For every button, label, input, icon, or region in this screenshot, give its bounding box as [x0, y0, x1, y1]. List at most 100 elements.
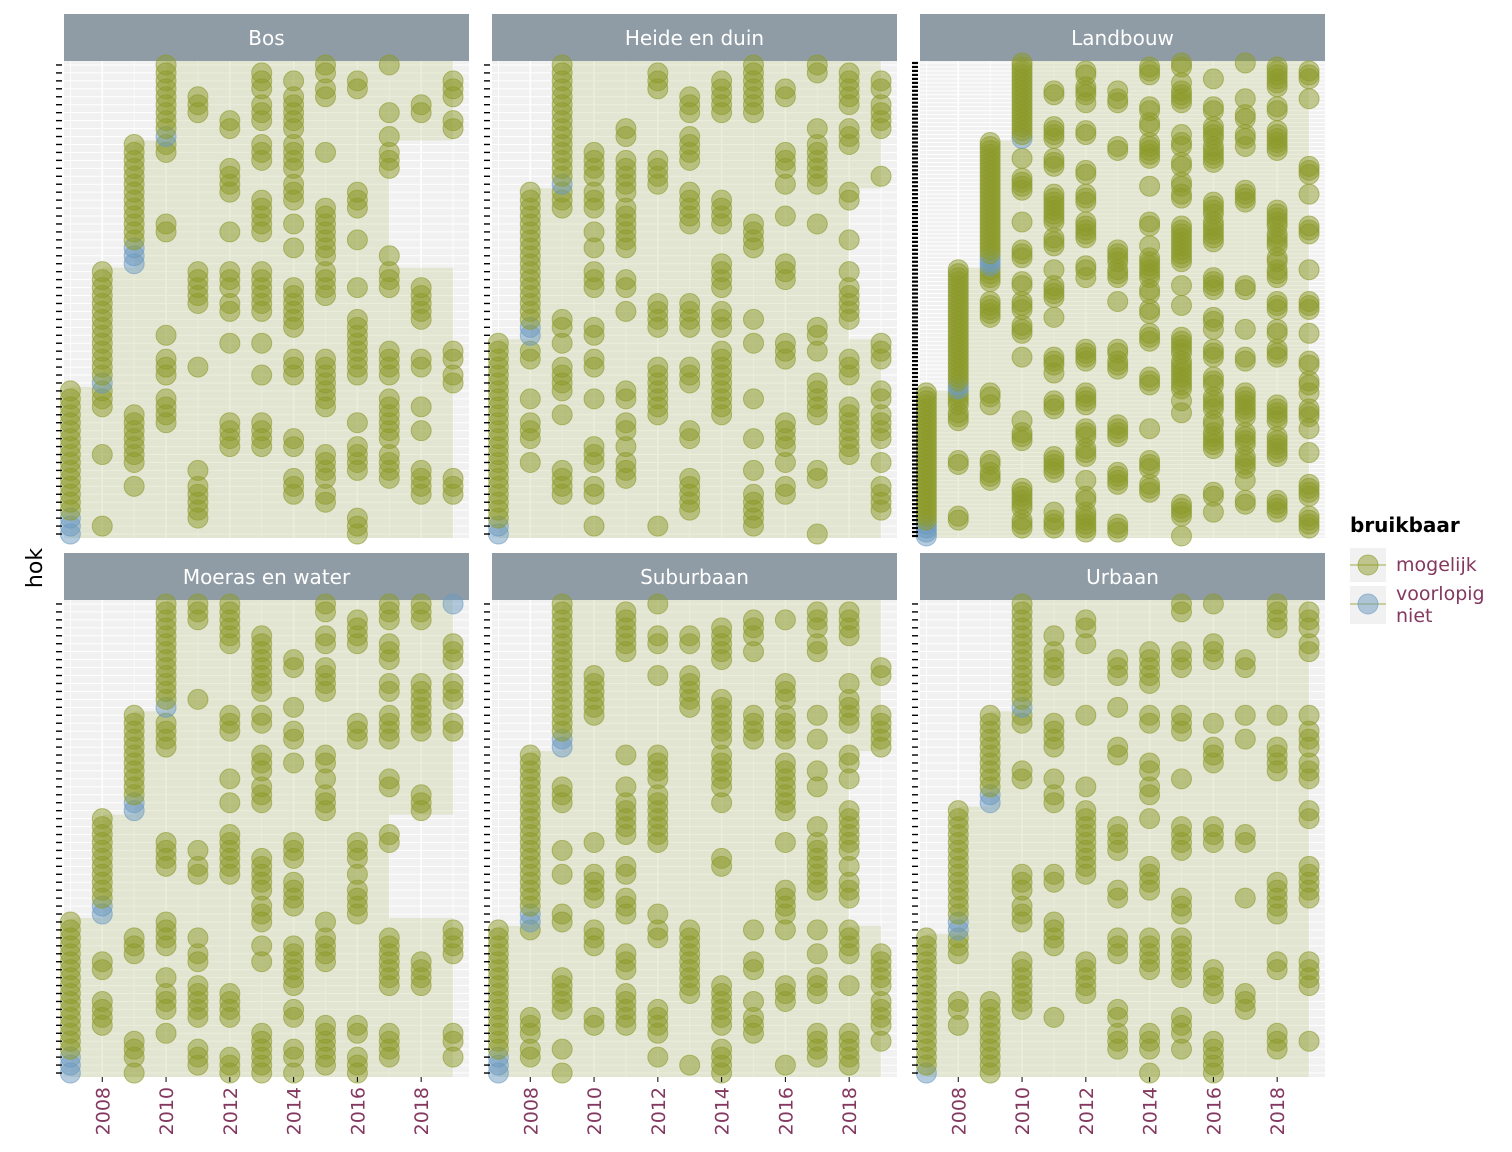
point-mogelijk: [283, 86, 305, 108]
point-mogelijk: [314, 927, 336, 949]
point-mogelijk: [806, 816, 828, 838]
point-mogelijk: [1202, 374, 1224, 396]
point-mogelijk: [1011, 211, 1033, 233]
point-mogelijk: [1170, 183, 1192, 205]
cohort-band: [102, 814, 390, 918]
point-mogelijk: [410, 277, 432, 299]
point-mogelijk: [838, 62, 860, 84]
point-mogelijk: [187, 983, 209, 1005]
point-mogelijk: [742, 332, 764, 354]
point-mogelijk: [442, 712, 464, 734]
legend-label-voorlopig-niet: voorlopig niet: [1396, 583, 1491, 627]
point-mogelijk: [806, 213, 828, 235]
x-tick-label: 2014: [712, 1087, 734, 1135]
point-mogelijk: [1139, 752, 1161, 774]
point-mogelijk: [679, 94, 701, 116]
point-mogelijk: [1139, 943, 1161, 965]
point-mogelijk: [679, 292, 701, 314]
point-mogelijk: [251, 1062, 273, 1084]
point-mogelijk: [442, 1022, 464, 1044]
facet-title: Heide en duin: [625, 26, 764, 50]
point-mogelijk: [251, 189, 273, 211]
point-mogelijk: [283, 696, 305, 718]
point-mogelijk: [615, 1014, 637, 1036]
point-mogelijk: [442, 340, 464, 362]
point-mogelijk: [219, 792, 241, 814]
point-mogelijk: [870, 70, 892, 92]
point-mogelijk: [1298, 259, 1320, 281]
facet-strip: [920, 553, 1325, 600]
point-mogelijk: [1202, 593, 1224, 615]
point-mogelijk: [346, 1014, 368, 1036]
point-mogelijk: [1139, 235, 1161, 257]
point-mogelijk: [774, 879, 796, 901]
point-mogelijk: [1075, 159, 1097, 181]
point-mogelijk: [774, 784, 796, 806]
point-mogelijk: [583, 475, 605, 497]
point-mogelijk: [551, 1038, 573, 1060]
point-mogelijk: [870, 165, 892, 187]
x-tick-label: 2014: [1140, 1087, 1162, 1135]
point-mogelijk: [806, 633, 828, 655]
facet-urbaan: Urbaan 2008 2010 2012 2014 2016 2018: [912, 553, 1325, 1135]
point-mogelijk: [519, 1006, 541, 1028]
point-mogelijk: [838, 601, 860, 623]
point-mogelijk: [1107, 879, 1129, 901]
point-mogelijk: [410, 672, 432, 694]
point-mogelijk: [711, 792, 733, 814]
point-mogelijk: [1234, 489, 1256, 511]
x-tick-label: 2010: [584, 1087, 606, 1135]
point-mogelijk: [1298, 951, 1320, 973]
x-tick-label: 2014: [284, 1087, 306, 1135]
point-mogelijk: [1266, 394, 1288, 416]
point-mogelijk: [1139, 712, 1161, 734]
point-mogelijk: [1170, 215, 1192, 237]
x-tick-label: 2016: [347, 1087, 369, 1135]
point-mogelijk: [774, 672, 796, 694]
point-mogelijk: [442, 672, 464, 694]
point-mogelijk: [711, 688, 733, 710]
point-mogelijk: [679, 356, 701, 378]
point-mogelijk: [187, 507, 209, 529]
point-mogelijk: [1075, 338, 1097, 360]
point-mogelijk: [615, 451, 637, 473]
point-mogelijk: [410, 609, 432, 631]
point-mogelijk: [91, 515, 113, 537]
point-mogelijk: [314, 444, 336, 466]
point-mogelijk: [251, 847, 273, 869]
point-mogelijk: [1075, 418, 1097, 440]
point-mogelijk: [551, 863, 573, 885]
point-mogelijk: [679, 625, 701, 647]
point-mogelijk: [774, 1054, 796, 1076]
facet-title: Landbouw: [1071, 26, 1174, 50]
point-mogelijk: [915, 927, 937, 949]
point-mogelijk: [251, 261, 273, 283]
point-mogelijk: [1107, 414, 1129, 436]
point-mogelijk: [615, 269, 637, 291]
point-mogelijk: [838, 444, 860, 466]
point-mogelijk: [283, 149, 305, 171]
point-mogelijk: [583, 515, 605, 537]
point-mogelijk: [1139, 473, 1161, 495]
cohort-band: [1022, 600, 1310, 712]
legend-label-mogelijk: mogelijk: [1396, 554, 1477, 576]
point-mogelijk: [838, 975, 860, 997]
point-mogelijk: [1266, 489, 1288, 511]
point-mogelijk: [155, 911, 177, 933]
point-mogelijk: [1139, 366, 1161, 388]
point-mogelijk: [615, 887, 637, 909]
point-mogelijk: [1234, 983, 1256, 1005]
point-mogelijk: [378, 927, 400, 949]
point-mogelijk: [378, 444, 400, 466]
point-mogelijk: [1139, 855, 1161, 877]
point-mogelijk: [711, 649, 733, 671]
point-mogelijk: [187, 102, 209, 124]
point-mogelijk: [615, 744, 637, 766]
point-mogelijk: [838, 181, 860, 203]
point-mogelijk: [1139, 1062, 1161, 1084]
point-mogelijk: [979, 298, 1001, 320]
point-mogelijk: [1298, 215, 1320, 237]
point-mogelijk: [870, 728, 892, 750]
point-mogelijk: [615, 300, 637, 322]
point-mogelijk: [519, 744, 541, 766]
